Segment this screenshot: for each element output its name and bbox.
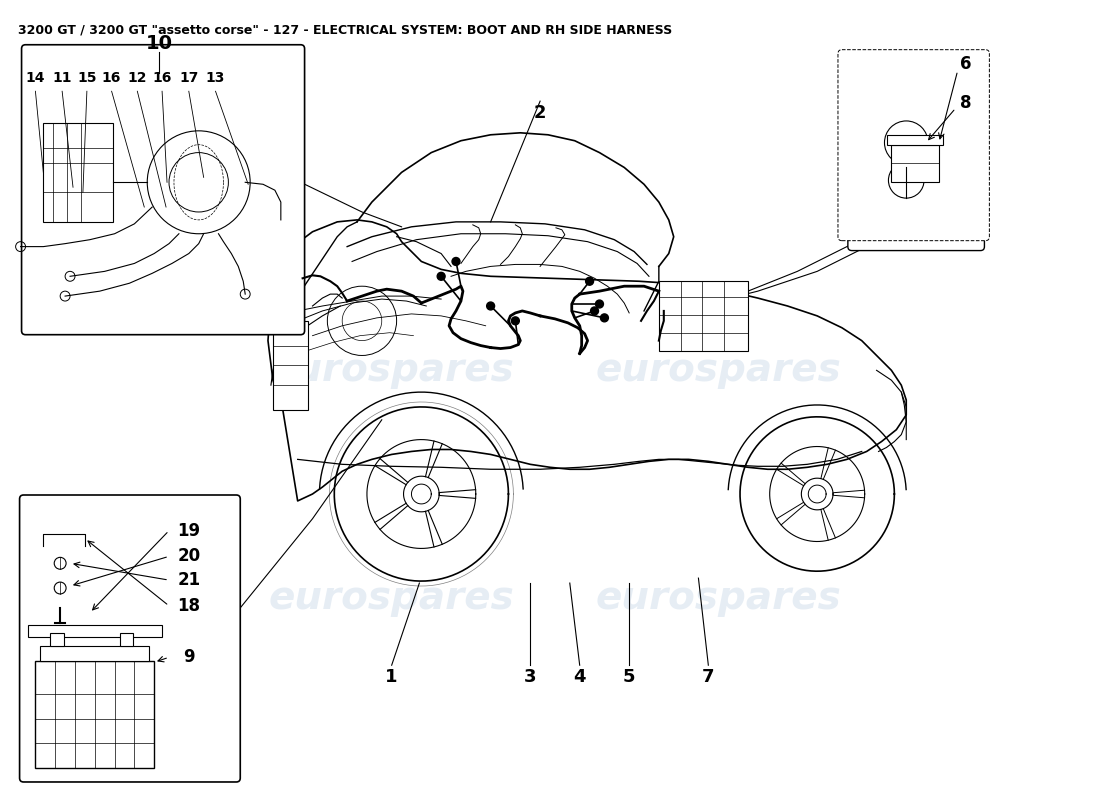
FancyBboxPatch shape	[20, 495, 240, 782]
Bar	[35, 662, 154, 768]
Text: eurospares: eurospares	[268, 351, 515, 390]
Text: 3200 GT / 3200 GT "assetto corse" - 127 - ELECTRICAL SYSTEM: BOOT AND RH SIDE HA: 3200 GT / 3200 GT "assetto corse" - 127 …	[18, 24, 672, 37]
Text: 4: 4	[573, 668, 586, 686]
Text: 2: 2	[534, 104, 547, 122]
FancyBboxPatch shape	[22, 45, 305, 334]
Circle shape	[591, 307, 598, 315]
Circle shape	[486, 302, 495, 310]
Bar	[891, 145, 939, 182]
Text: 18: 18	[177, 597, 200, 615]
Text: 12: 12	[128, 71, 147, 86]
Text: 16: 16	[153, 71, 172, 86]
Text: 10: 10	[145, 34, 173, 54]
Text: 8: 8	[960, 94, 971, 112]
Text: 13: 13	[206, 71, 225, 86]
Text: 9: 9	[183, 648, 195, 666]
Bar	[41, 646, 150, 662]
Text: 20: 20	[177, 547, 200, 566]
Text: 14: 14	[25, 71, 45, 86]
Circle shape	[585, 278, 594, 286]
Text: 11: 11	[53, 71, 72, 86]
Bar	[888, 134, 943, 145]
Text: 6: 6	[960, 54, 971, 73]
Text: eurospares: eurospares	[595, 579, 842, 617]
Text: 5: 5	[623, 668, 636, 686]
FancyBboxPatch shape	[848, 84, 984, 250]
Circle shape	[601, 314, 608, 322]
Bar	[51, 633, 64, 646]
Text: eurospares: eurospares	[268, 579, 515, 617]
Text: 15: 15	[77, 71, 97, 86]
Text: 17: 17	[179, 71, 198, 86]
FancyBboxPatch shape	[838, 50, 989, 241]
Circle shape	[437, 272, 446, 280]
Circle shape	[452, 258, 460, 266]
Bar	[896, 142, 916, 172]
Text: 1: 1	[385, 668, 398, 686]
Text: 19: 19	[177, 522, 200, 540]
Circle shape	[512, 317, 519, 325]
Bar	[659, 282, 748, 350]
Text: 21: 21	[177, 571, 200, 589]
Text: 16: 16	[102, 71, 121, 86]
Circle shape	[595, 300, 604, 308]
Bar	[43, 123, 112, 222]
Text: eurospares: eurospares	[595, 351, 842, 390]
Text: 7: 7	[702, 668, 715, 686]
Bar	[273, 321, 308, 410]
Text: 3: 3	[524, 668, 537, 686]
Bar	[120, 633, 133, 646]
Bar	[28, 625, 162, 637]
